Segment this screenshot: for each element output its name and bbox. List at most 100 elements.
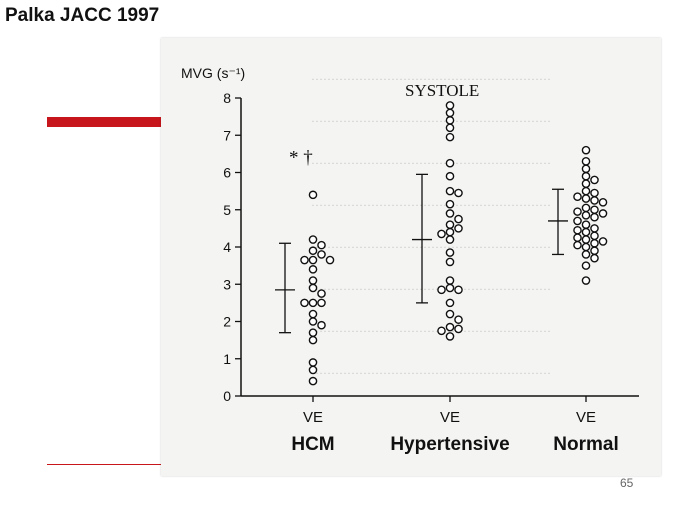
data-point [445,322,455,332]
data-point [581,261,591,270]
data-point [454,315,463,324]
data-point [308,276,318,285]
data-point [445,116,455,125]
data-point [308,317,318,326]
data-point [308,358,318,367]
svg-text:……………………………………………………: …………………………………………………… [311,111,551,125]
data-point [300,255,309,265]
data-point [445,158,455,168]
data-point [308,246,318,256]
data-point [598,197,608,207]
data-point [581,194,591,203]
data-point [573,207,582,216]
data-point [573,192,582,202]
data-point [317,250,326,259]
data-point [573,240,582,250]
data-point [445,108,455,118]
svg-text:……………………………………………………: …………………………………………………… [311,153,551,167]
data-point [317,320,326,330]
data-point [573,233,582,242]
data-point [445,171,455,181]
data-point [308,265,318,274]
y-tick-label: 7 [223,127,231,143]
data-point [437,229,446,239]
data-point [317,240,326,250]
data-point [581,164,591,174]
data-point [581,250,591,259]
data-point [437,326,446,336]
data-point [590,238,599,248]
scanned-figure: …………………………………………………… …………………………………………………… [161,38,661,476]
data-point [590,253,599,263]
category-label: HCM [291,434,334,455]
data-point [598,237,608,246]
data-point [590,196,599,205]
data-point [308,328,318,337]
data-point [325,255,335,265]
y-tick-label: 0 [223,388,231,404]
data-point [590,175,599,185]
data-point [308,376,318,386]
data-point [300,298,309,308]
chart-title: SYSTOLE [405,81,479,100]
slide-number: 65 [620,476,634,490]
data-point [308,255,318,265]
x-tick-label: VE [576,409,596,426]
data-point [590,188,599,198]
data-point [454,324,463,334]
y-tick-label: 4 [223,239,231,255]
data-point [454,188,463,198]
data-point [590,246,599,256]
data-point [445,248,455,257]
category-label: Normal [553,434,618,455]
data-point [581,171,591,181]
y-tick-label: 2 [223,314,231,330]
data-point [581,203,591,213]
data-point [445,276,455,285]
accent-divider-line [47,464,167,465]
data-point [445,199,455,209]
significance-annotation: * † [289,148,313,169]
svg-text:……………………………………………………: …………………………………………………… [311,237,551,251]
svg-text:……………………………………………………: …………………………………………………… [311,69,551,83]
svg-text:……………………………………………………: …………………………………………………… [311,321,551,335]
data-point [454,285,463,295]
data-point [445,101,455,110]
data-point [445,298,455,308]
data-point [590,212,599,222]
data-point [445,123,455,133]
data-point [445,132,455,142]
chart-marks: 0 1 2 3 4 5 6 7 8 VE HCM VE Hypertensive VE Normal * † [223,90,639,455]
svg-text:……………………………………………………: …………………………………………………… [311,363,551,377]
data-point [590,224,599,233]
data-point [445,309,455,319]
data-point [581,242,591,252]
data-point [317,289,326,298]
data-point [581,276,591,285]
data-point [308,335,318,345]
data-point [590,231,599,241]
data-point [445,283,455,293]
data-point [581,186,591,196]
data-point [598,209,608,218]
data-point [581,145,591,155]
accent-bar [47,117,162,127]
category-label: Hypertensive [390,434,509,455]
x-tick-label: VE [440,409,460,426]
y-axis-label: MVG (s⁻¹) [181,65,245,81]
y-tick-label: 1 [223,351,231,367]
data-point [573,216,582,226]
data-point [573,225,582,235]
data-point [581,157,591,166]
svg-text:……………………………………………………: …………………………………………………… [311,195,551,209]
data-point [445,257,455,267]
data-point [581,235,591,244]
y-tick-label: 3 [223,276,231,292]
data-point [445,209,455,218]
data-point [308,283,318,293]
data-point [581,227,591,237]
scatter-chart: …………………………………………………… …………………………………………………… [181,65,639,455]
data-point [445,235,455,244]
data-point [445,220,455,229]
data-point [308,235,318,244]
